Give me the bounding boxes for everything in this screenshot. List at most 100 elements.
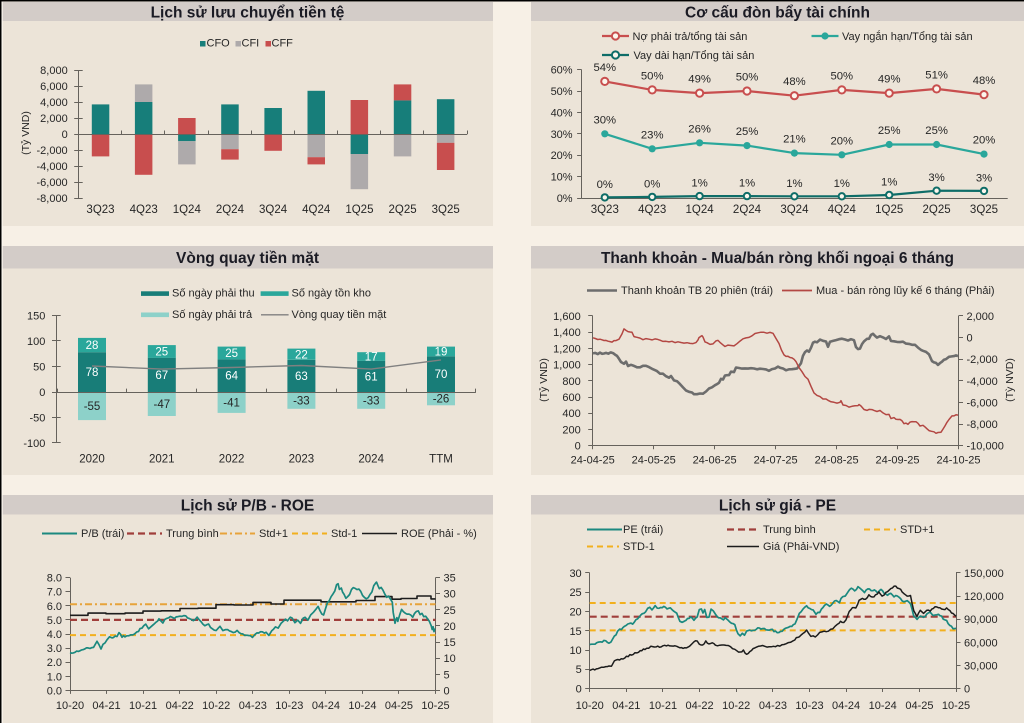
svg-text:10-23: 10-23 xyxy=(275,700,303,712)
svg-text:1,000: 1,000 xyxy=(553,360,581,372)
svg-text:50%: 50% xyxy=(641,70,664,82)
svg-text:4Q23: 4Q23 xyxy=(638,204,666,216)
svg-text:20: 20 xyxy=(569,607,581,619)
svg-text:-6,000: -6,000 xyxy=(967,397,998,409)
svg-text:Số ngày phải trả: Số ngày phải trả xyxy=(172,309,253,321)
svg-text:P/B (trái): P/B (trái) xyxy=(81,528,124,540)
svg-text:4Q24: 4Q24 xyxy=(302,204,331,216)
svg-text:8,000: 8,000 xyxy=(40,65,68,77)
svg-text:04-25: 04-25 xyxy=(905,700,933,712)
svg-text:1Q24: 1Q24 xyxy=(173,204,202,216)
svg-text:150: 150 xyxy=(27,311,45,323)
svg-text:150,000: 150,000 xyxy=(964,568,1004,580)
svg-text:-2,000: -2,000 xyxy=(967,354,998,366)
svg-text:1Q24: 1Q24 xyxy=(686,204,715,216)
svg-text:600: 600 xyxy=(562,392,580,404)
svg-text:49%: 49% xyxy=(878,74,901,86)
svg-text:CFI: CFI xyxy=(242,38,260,50)
svg-text:04-25: 04-25 xyxy=(385,700,413,712)
svg-text:-41: -41 xyxy=(223,398,240,410)
svg-text:0: 0 xyxy=(575,441,581,453)
svg-text:22: 22 xyxy=(295,349,308,361)
svg-text:25: 25 xyxy=(225,348,238,360)
svg-text:25: 25 xyxy=(569,587,581,599)
svg-text:50%: 50% xyxy=(551,86,573,98)
svg-text:-33: -33 xyxy=(363,395,380,407)
svg-text:0: 0 xyxy=(444,685,450,697)
svg-text:-6,000: -6,000 xyxy=(36,177,67,189)
svg-text:10-25: 10-25 xyxy=(942,700,970,712)
svg-text:Mua - bán ròng lũy kế 6 tháng: Mua - bán ròng lũy kế 6 tháng (Phải) xyxy=(816,285,995,297)
svg-text:10%: 10% xyxy=(551,172,573,184)
svg-text:50: 50 xyxy=(33,362,45,374)
svg-text:25%: 25% xyxy=(925,125,948,137)
svg-text:50%: 50% xyxy=(736,72,759,84)
svg-text:26%: 26% xyxy=(688,123,711,135)
svg-text:24-06-25: 24-06-25 xyxy=(693,455,737,467)
svg-text:25: 25 xyxy=(155,347,168,359)
svg-text:3.0: 3.0 xyxy=(47,643,62,655)
svg-text:04-22: 04-22 xyxy=(686,700,714,712)
svg-text:10: 10 xyxy=(569,645,581,657)
svg-text:0: 0 xyxy=(39,387,45,399)
svg-text:2020: 2020 xyxy=(79,454,105,466)
svg-text:1.0: 1.0 xyxy=(47,671,62,683)
svg-text:04-21: 04-21 xyxy=(92,700,120,712)
svg-text:1%: 1% xyxy=(834,178,850,190)
svg-text:78: 78 xyxy=(86,367,99,379)
svg-text:23%: 23% xyxy=(641,129,664,141)
svg-text:0%: 0% xyxy=(557,193,573,205)
svg-text:21%: 21% xyxy=(783,134,806,146)
svg-text:64: 64 xyxy=(225,371,238,383)
svg-text:30: 30 xyxy=(444,589,456,601)
svg-text:24-07-25: 24-07-25 xyxy=(754,455,798,467)
svg-text:3Q23: 3Q23 xyxy=(86,204,114,216)
svg-text:Lịch sử giá - PE: Lịch sử giá - PE xyxy=(719,498,836,515)
svg-text:200: 200 xyxy=(562,425,580,437)
svg-text:6.0: 6.0 xyxy=(47,601,62,613)
svg-text:17: 17 xyxy=(365,352,378,364)
svg-text:10-22: 10-22 xyxy=(202,700,230,712)
svg-text:7.0: 7.0 xyxy=(47,587,62,599)
svg-text:2021: 2021 xyxy=(149,454,175,466)
svg-text:10-24: 10-24 xyxy=(348,700,376,712)
svg-text:24-04-25: 24-04-25 xyxy=(571,455,615,467)
svg-text:30: 30 xyxy=(569,568,581,580)
svg-text:TTM: TTM xyxy=(429,454,453,466)
svg-text:1%: 1% xyxy=(881,177,897,189)
svg-text:-100: -100 xyxy=(23,438,45,450)
svg-text:Trung bình: Trung bình xyxy=(763,524,816,536)
svg-text:ROE (Phải - %): ROE (Phải - %) xyxy=(401,528,477,540)
svg-text:10-21: 10-21 xyxy=(649,700,677,712)
svg-text:3Q24: 3Q24 xyxy=(780,204,809,216)
svg-text:(Tỷ VND): (Tỷ VND) xyxy=(538,358,550,402)
svg-text:Vay ngắn hạn/Tổng tài sản: Vay ngắn hạn/Tổng tài sản xyxy=(842,30,973,43)
svg-text:25: 25 xyxy=(444,605,456,617)
svg-text:Std+1: Std+1 xyxy=(259,528,288,540)
svg-text:49%: 49% xyxy=(688,74,711,86)
svg-text:3%: 3% xyxy=(928,172,944,184)
svg-text:2023: 2023 xyxy=(289,454,315,466)
svg-text:4Q23: 4Q23 xyxy=(130,204,158,216)
svg-text:120,000: 120,000 xyxy=(964,591,1004,603)
svg-text:3%: 3% xyxy=(976,172,992,184)
svg-text:4,000: 4,000 xyxy=(40,97,68,109)
svg-text:2Q24: 2Q24 xyxy=(216,204,245,216)
svg-text:60,000: 60,000 xyxy=(964,637,998,649)
svg-text:-4,000: -4,000 xyxy=(967,376,998,388)
svg-text:15: 15 xyxy=(444,637,456,649)
svg-text:1%: 1% xyxy=(691,178,707,190)
svg-text:24-10-25: 24-10-25 xyxy=(936,455,980,467)
svg-text:10-21: 10-21 xyxy=(129,700,157,712)
svg-text:CFO: CFO xyxy=(207,38,231,50)
svg-text:-10,000: -10,000 xyxy=(967,441,1004,453)
svg-text:10: 10 xyxy=(444,653,456,665)
svg-text:1%: 1% xyxy=(786,178,802,190)
svg-text:Vòng quay tiền mặt: Vòng quay tiền mặt xyxy=(176,250,319,267)
svg-text:10-22: 10-22 xyxy=(722,700,750,712)
svg-text:2Q24: 2Q24 xyxy=(733,204,762,216)
svg-text:Vay dài hạn/Tổng tài sản: Vay dài hạn/Tổng tài sản xyxy=(634,50,755,62)
svg-text:2022: 2022 xyxy=(219,454,245,466)
svg-text:-55: -55 xyxy=(84,401,101,413)
svg-text:24-09-25: 24-09-25 xyxy=(875,455,919,467)
